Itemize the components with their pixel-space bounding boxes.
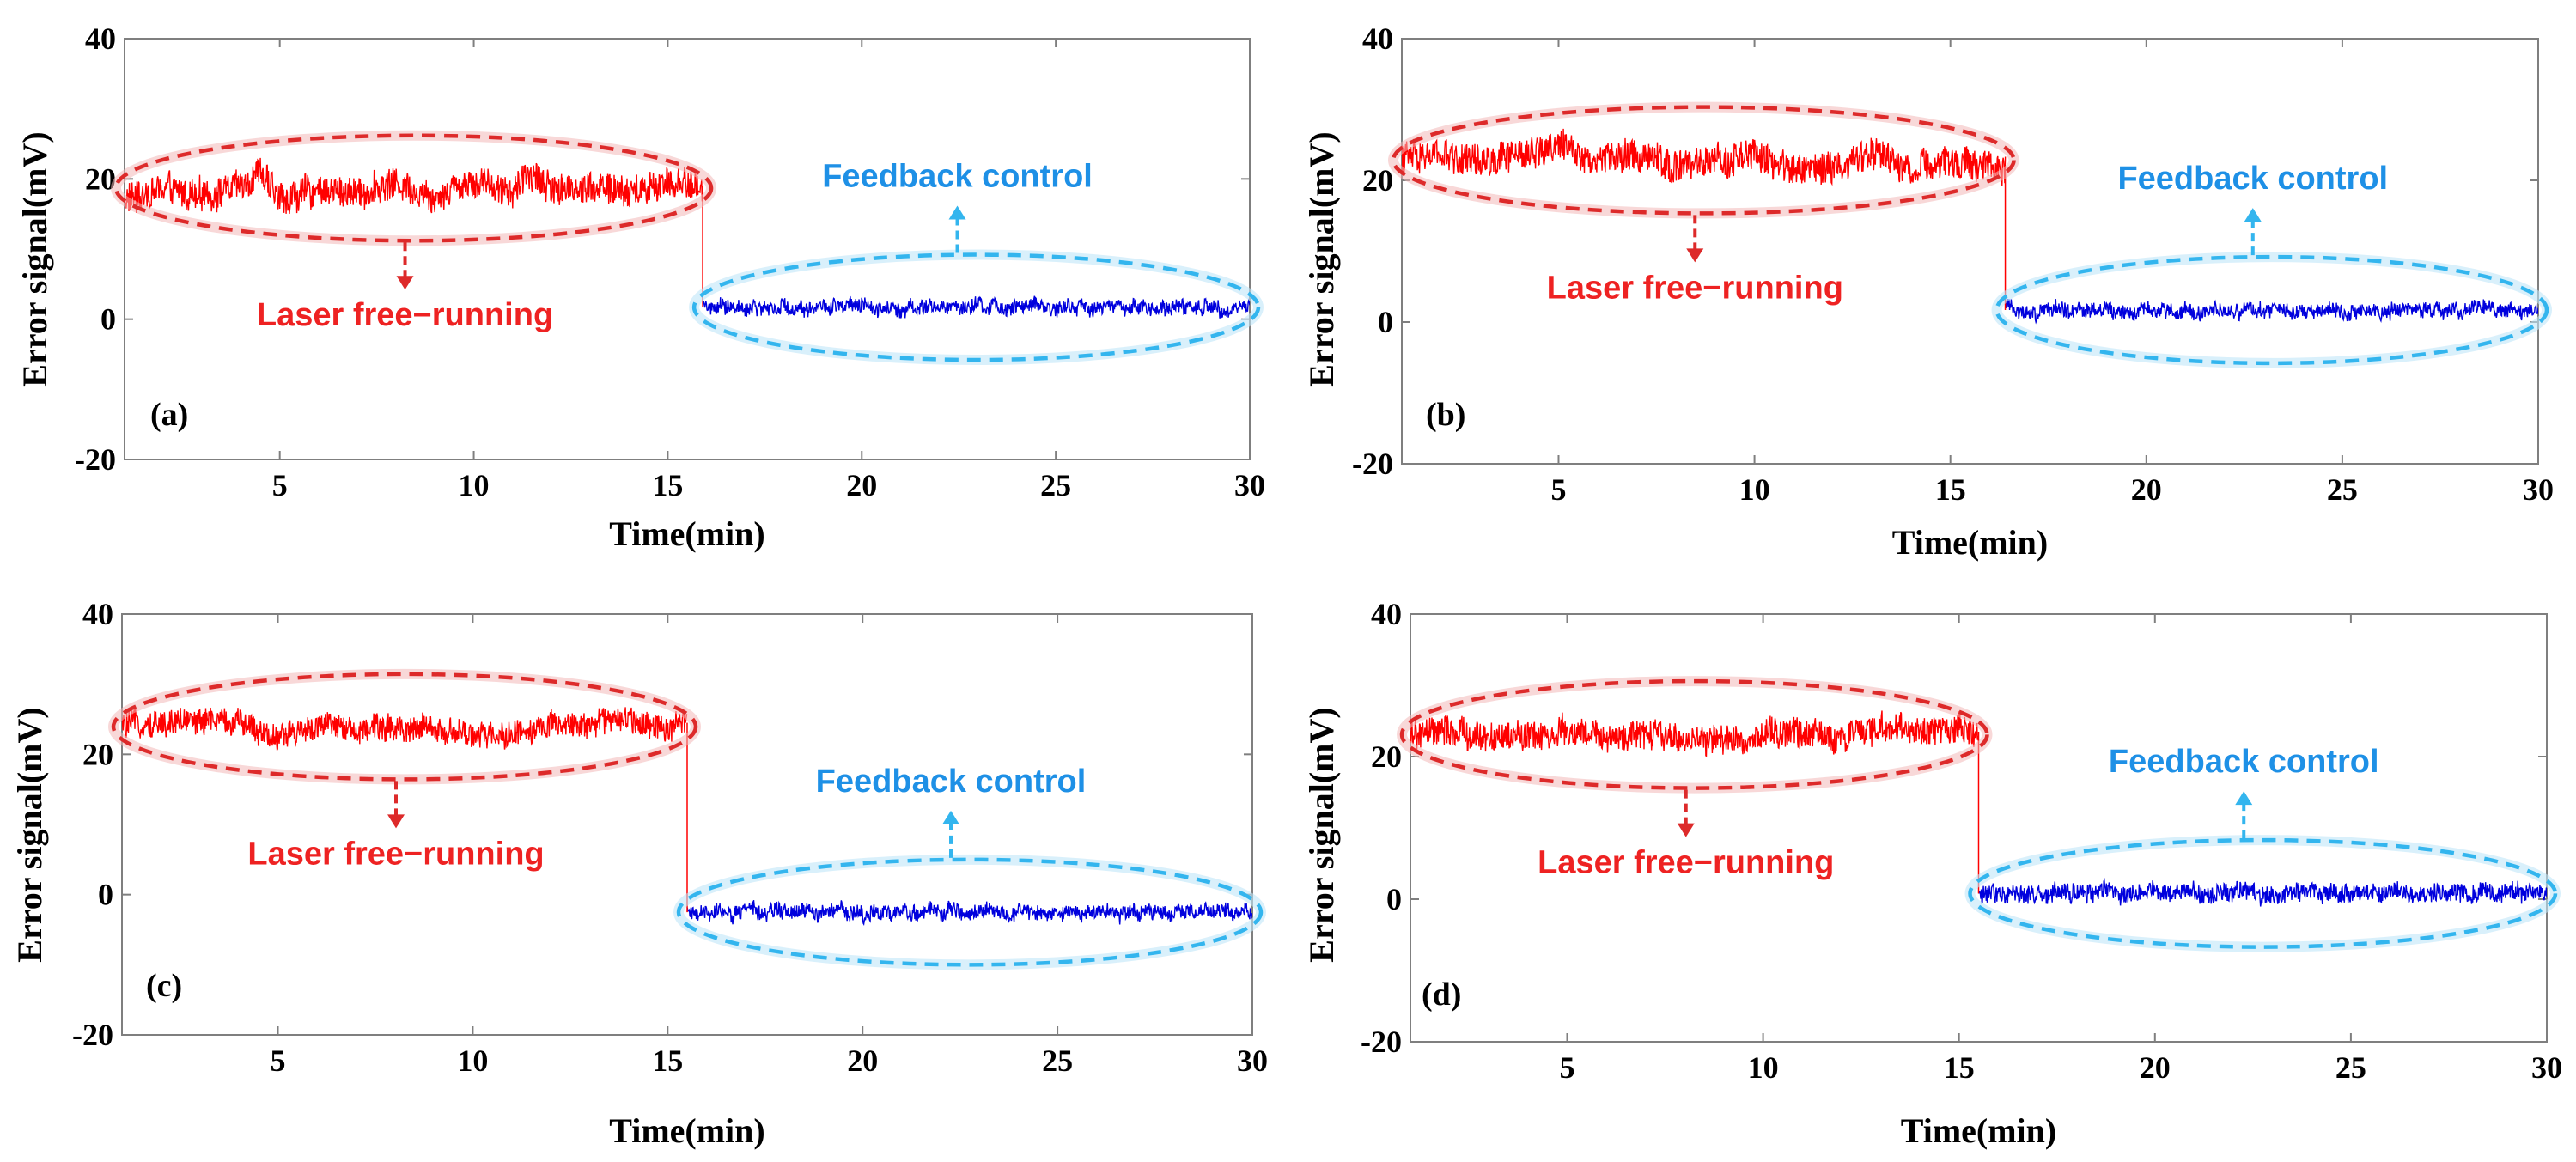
x-tick-label: 10 bbox=[459, 468, 490, 502]
x-tick-label: 30 bbox=[2523, 472, 2554, 507]
arrow-up-icon bbox=[2244, 208, 2262, 222]
y-tick-label: 40 bbox=[1371, 597, 1402, 631]
y-axis-label: Error signal(mV) bbox=[10, 707, 49, 962]
chart-panel-3: 5 10 15 20 25 30 -20 0 20 40 Time(min) Error signal… bbox=[10, 597, 1268, 1150]
arrow-down-icon bbox=[1677, 823, 1695, 837]
x-axis-label: Time(min) bbox=[1892, 523, 2048, 562]
arrow-down-icon bbox=[1686, 248, 1704, 263]
panel-label: (a) bbox=[150, 397, 188, 433]
y-axis-label: Error signal(mV) bbox=[1302, 131, 1341, 386]
x-tick-label: 15 bbox=[1944, 1050, 1975, 1085]
x-axis-label: Time(min) bbox=[1901, 1111, 2056, 1150]
chart-panel-2: 5 10 15 20 25 30 -20 0 20 40 Time(min) Error signal… bbox=[1302, 21, 2554, 562]
x-tick-label: 25 bbox=[1042, 1043, 1073, 1078]
feedback-label: Feedback control bbox=[2109, 744, 2379, 780]
x-tick-label: 10 bbox=[457, 1043, 488, 1078]
x-tick-label: 15 bbox=[1935, 472, 1966, 507]
plot-area bbox=[1401, 38, 2539, 465]
plot-area bbox=[124, 38, 1251, 460]
series-line-feedback bbox=[2004, 298, 2538, 325]
y-tick-label: -20 bbox=[1352, 447, 1393, 481]
arrow-down-icon bbox=[387, 814, 405, 829]
y-tick-label: 20 bbox=[1362, 163, 1393, 198]
x-tick-label: 5 bbox=[272, 468, 288, 502]
free-running-ellipse bbox=[1399, 678, 1989, 790]
series-line-feedback bbox=[702, 295, 1250, 319]
x-tick-label: 20 bbox=[846, 468, 877, 502]
y-tick-label: 40 bbox=[85, 21, 116, 56]
x-tick-label: 30 bbox=[1234, 468, 1265, 502]
free-running-label: Laser free−running bbox=[1538, 845, 1834, 881]
x-tick-label: 30 bbox=[1237, 1043, 1268, 1078]
y-tick-label: 20 bbox=[85, 161, 116, 196]
y-axis-label: Error signal(mV) bbox=[1302, 707, 1341, 962]
chart-panel-4: 5 10 15 20 25 30 -20 0 20 40 Time(min) Error signal… bbox=[1302, 597, 2562, 1150]
feedback-label: Feedback control bbox=[816, 764, 1087, 800]
free-running-ellipse bbox=[113, 133, 714, 243]
x-axis-label: Time(min) bbox=[609, 1111, 764, 1150]
panel-label: (b) bbox=[1426, 397, 1465, 433]
x-tick-label: 20 bbox=[2140, 1050, 2171, 1085]
feedback-label: Feedback control bbox=[2117, 161, 2388, 197]
y-axis-label: Error signal(mV) bbox=[15, 131, 54, 386]
free-running-ellipse bbox=[111, 672, 698, 782]
x-tick-label: 30 bbox=[2531, 1050, 2562, 1085]
arrow-up-icon bbox=[948, 205, 966, 220]
panel-label: (d) bbox=[1422, 976, 1461, 1013]
series-line-feedback bbox=[1977, 878, 2547, 907]
y-tick-label: -20 bbox=[72, 1018, 113, 1052]
chart-panel-1: 5 10 15 20 25 30 -20 0 20 40 Time(min) Error signal… bbox=[15, 21, 1265, 553]
feedback-label: Feedback control bbox=[822, 159, 1093, 195]
feedback-ellipse bbox=[676, 857, 1264, 967]
x-tick-label: 20 bbox=[2131, 472, 2162, 507]
free-running-label: Laser free−running bbox=[247, 836, 544, 872]
feedback-ellipse bbox=[691, 252, 1261, 362]
series-line-free-running bbox=[125, 157, 703, 214]
x-tick-label: 15 bbox=[652, 1043, 683, 1078]
y-tick-label: 20 bbox=[1371, 739, 1402, 774]
series-line-free-running bbox=[1402, 128, 2007, 186]
x-tick-label: 25 bbox=[2327, 472, 2358, 507]
x-tick-label: 10 bbox=[1748, 1050, 1779, 1085]
x-tick-label: 5 bbox=[1559, 1050, 1574, 1085]
x-tick-label: 5 bbox=[271, 1043, 286, 1078]
free-running-label: Laser free−running bbox=[257, 297, 553, 333]
x-tick-label: 5 bbox=[1550, 472, 1566, 507]
y-tick-label: 20 bbox=[82, 737, 113, 771]
panel-label: (c) bbox=[146, 968, 182, 1004]
x-tick-label: 20 bbox=[847, 1043, 878, 1078]
y-tick-label: 40 bbox=[82, 597, 113, 631]
y-tick-label: 40 bbox=[1362, 21, 1393, 56]
x-tick-label: 10 bbox=[1739, 472, 1770, 507]
y-tick-label: 0 bbox=[98, 878, 113, 912]
x-tick-label: 25 bbox=[2335, 1050, 2366, 1085]
y-tick-label: 0 bbox=[1378, 305, 1393, 339]
x-tick-label: 15 bbox=[652, 468, 683, 502]
y-tick-label: -20 bbox=[1361, 1025, 1402, 1059]
feedback-ellipse bbox=[1994, 254, 2549, 366]
series-line-free-running bbox=[1410, 710, 1980, 757]
series-line-free-running bbox=[122, 707, 688, 752]
arrow-down-icon bbox=[396, 276, 414, 290]
y-tick-label: 0 bbox=[1386, 882, 1402, 916]
x-tick-label: 25 bbox=[1040, 468, 1071, 502]
feedback-ellipse bbox=[1968, 837, 2558, 949]
series-line-feedback bbox=[686, 900, 1252, 927]
free-running-label: Laser free−running bbox=[1547, 270, 1843, 306]
arrow-up-icon bbox=[942, 810, 959, 824]
y-tick-label: -20 bbox=[75, 442, 116, 477]
arrow-up-icon bbox=[2235, 791, 2253, 806]
y-tick-label: 0 bbox=[100, 302, 116, 337]
x-axis-label: Time(min) bbox=[609, 514, 764, 553]
free-running-ellipse bbox=[1391, 105, 2016, 216]
